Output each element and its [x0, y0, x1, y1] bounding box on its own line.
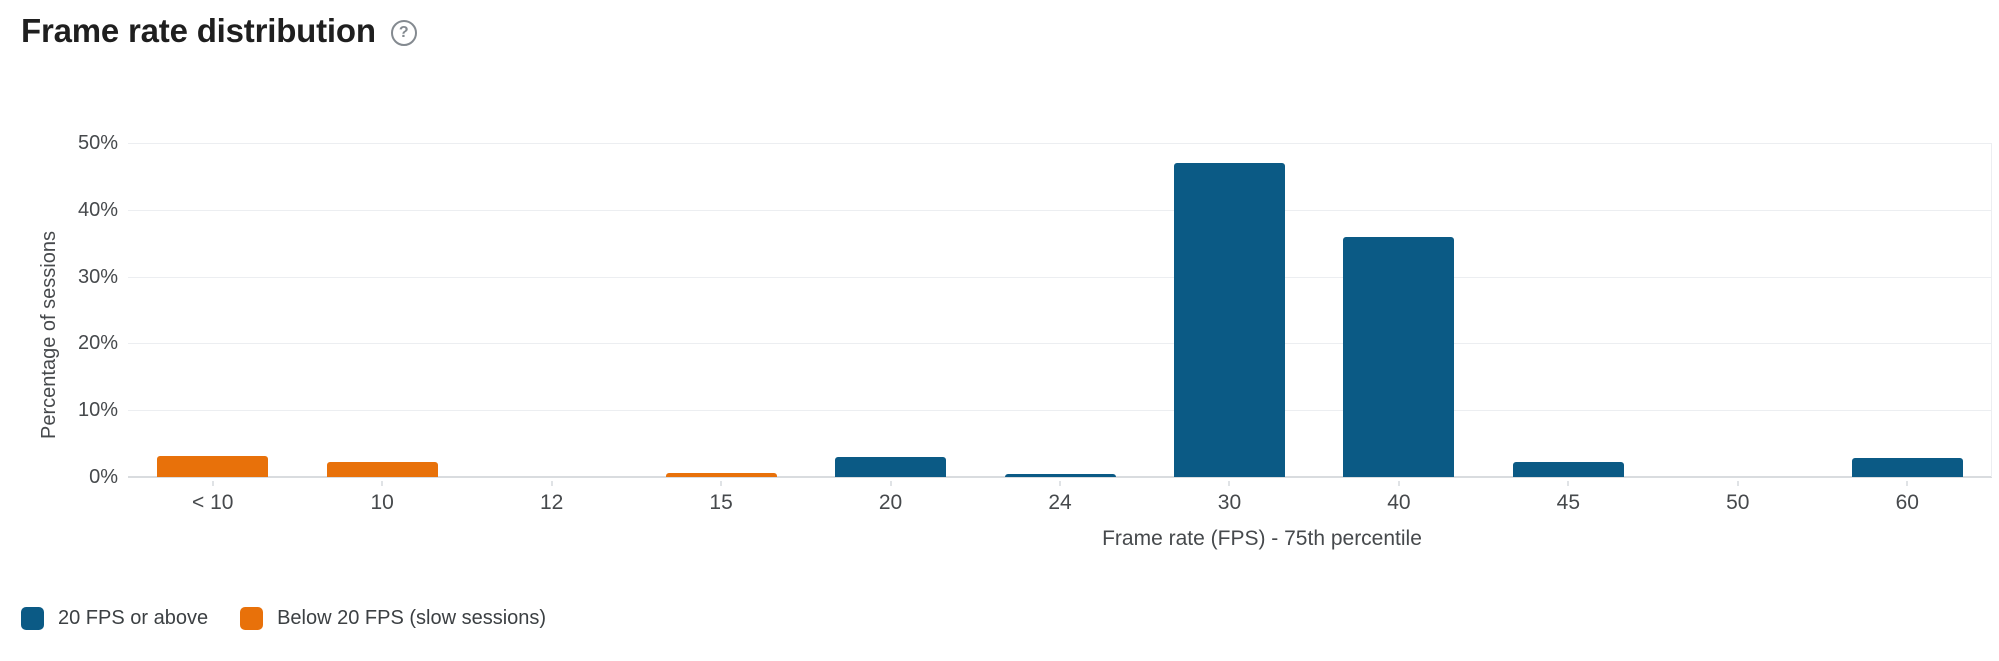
x-tick-mark	[1397, 481, 1400, 486]
bar-<10[interactable]	[157, 455, 269, 477]
y-tick-label: 0%	[89, 466, 118, 488]
bar-30[interactable]	[1173, 163, 1285, 477]
x-tick-label: 15	[709, 491, 733, 514]
legend-swatch	[240, 607, 264, 630]
x-tick-mark	[889, 481, 892, 486]
x-tick-mark	[1059, 481, 1061, 486]
y-tick-label: 50%	[77, 132, 118, 154]
x-tick-mark	[211, 481, 214, 486]
bar-45[interactable]	[1512, 461, 1624, 477]
y-tick-label: 30%	[77, 265, 118, 288]
x-tick-mark	[381, 481, 384, 486]
legend-label: 20 FPS or above	[58, 607, 209, 629]
legend-label: Below 20 FPS (slow sessions)	[277, 607, 547, 629]
x-tick-mark	[720, 481, 723, 486]
x-axis-title: Frame rate (FPS) - 75th percentile	[1102, 527, 1422, 550]
y-gridline	[128, 209, 1992, 211]
x-tick-mark	[550, 481, 553, 486]
bar-60[interactable]	[1851, 457, 1963, 477]
bar-20[interactable]	[835, 456, 947, 477]
x-tick-mark	[1228, 481, 1231, 486]
legend-item: 20 FPS or above	[21, 607, 208, 630]
bar-10[interactable]	[326, 462, 438, 477]
y-tick-label: 20%	[77, 332, 118, 355]
x-tick-label: < 10	[191, 491, 234, 514]
x-tick-label: 50	[1726, 491, 1750, 514]
x-tick-label: 30	[1217, 491, 1242, 514]
x-tick-mark	[1906, 481, 1909, 486]
chart-header: Frame rate distribution ?	[21, 12, 417, 50]
x-tick-label: 60	[1895, 491, 1919, 514]
legend-item: Below 20 FPS (slow sessions)	[240, 607, 546, 630]
y-gridline	[128, 143, 1992, 144]
x-tick-mark	[1567, 481, 1570, 486]
legend-swatch	[21, 607, 44, 630]
x-tick-label: 10	[370, 491, 394, 514]
plot-right-border	[1991, 143, 1992, 477]
x-tick-mark	[1736, 481, 1739, 486]
y-gridline	[128, 343, 1992, 345]
bar-15[interactable]	[665, 472, 777, 477]
y-gridline	[128, 276, 1992, 278]
page-title: Frame rate distribution	[21, 12, 376, 49]
bar-24[interactable]	[1004, 473, 1116, 477]
help-icon[interactable]: ?	[390, 20, 417, 46]
x-tick-label: 20	[878, 491, 903, 514]
x-tick-label: 40	[1387, 491, 1411, 514]
x-tick-label: 24	[1048, 491, 1072, 514]
x-tick-label: 45	[1556, 491, 1581, 514]
x-axis-line	[128, 476, 1992, 478]
bar-40[interactable]	[1343, 236, 1455, 477]
y-gridline	[128, 410, 1992, 412]
y-tick-label: 40%	[77, 198, 118, 221]
chart-legend: 20 FPS or above Below 20 FPS (slow sessio…	[21, 607, 546, 630]
y-tick-label: 10%	[77, 399, 118, 422]
x-tick-label: 12	[539, 491, 564, 514]
